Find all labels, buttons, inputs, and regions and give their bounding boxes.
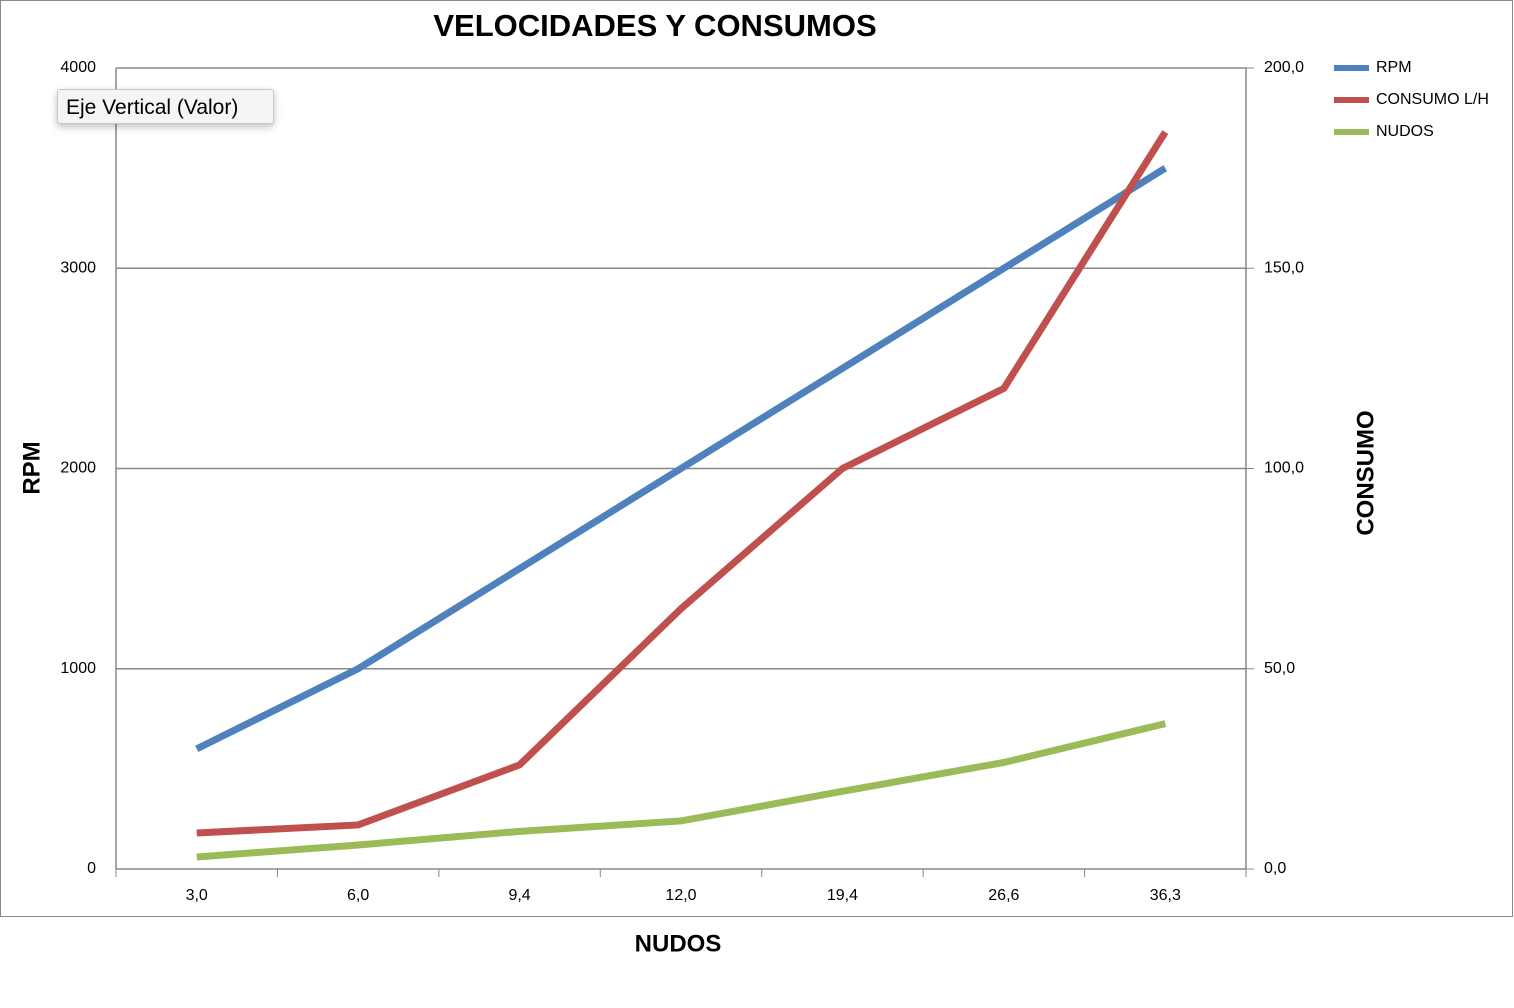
x-tick-label: 19,4 bbox=[827, 887, 858, 904]
line-series bbox=[196, 720, 1167, 861]
chart-title: VELOCIDADES Y CONSUMOS bbox=[433, 8, 876, 43]
y-tick-label: 3000 bbox=[60, 259, 96, 276]
legend-label: NUDOS bbox=[1376, 123, 1434, 140]
y2-tick-label: 200,0 bbox=[1264, 59, 1304, 76]
x-tick-label: 36,3 bbox=[1150, 887, 1181, 904]
y2-tick-label: 0,0 bbox=[1264, 860, 1286, 877]
y2-tick-label: 150,0 bbox=[1264, 259, 1304, 276]
line-series bbox=[195, 165, 1168, 752]
y2-tick-label: 100,0 bbox=[1264, 460, 1304, 477]
y-tick-label: 0 bbox=[87, 860, 96, 877]
y2-axis-title: CONSUMO bbox=[1352, 410, 1379, 535]
x-tick-label: 6,0 bbox=[347, 887, 369, 904]
x-tick-label: 26,6 bbox=[988, 887, 1019, 904]
y-tick-label: 4000 bbox=[60, 59, 96, 76]
y-tick-label: 1000 bbox=[60, 660, 96, 677]
y-tick-label: 2000 bbox=[60, 460, 96, 477]
tooltip: Eje Vertical (Valor) bbox=[57, 89, 274, 124]
x-tick-label: 3,0 bbox=[186, 887, 208, 904]
chart-border bbox=[0, 0, 1513, 917]
x-axis-title: NUDOS bbox=[635, 930, 722, 957]
legend-label: RPM bbox=[1376, 59, 1412, 76]
legend-label: CONSUMO L/H bbox=[1376, 91, 1489, 108]
line-series bbox=[196, 130, 1169, 837]
y-axis-title: RPM bbox=[18, 441, 45, 494]
y2-tick-label: 50,0 bbox=[1264, 660, 1295, 677]
x-tick-label: 12,0 bbox=[665, 887, 696, 904]
x-tick-label: 9,4 bbox=[508, 887, 530, 904]
